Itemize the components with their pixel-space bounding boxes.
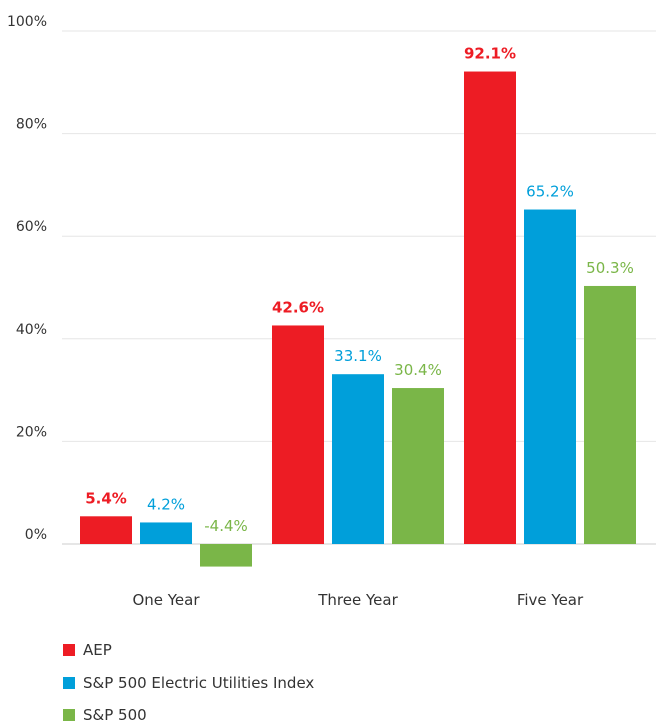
- y-tick-label: 80%: [16, 117, 47, 133]
- bar-2-2: [584, 285, 636, 544]
- data-labels: 5.4% 42.6% 92.1% 4.2% 33.1% 65.2% -4.4% 30.4% 50…: [85, 45, 634, 535]
- bar-0-0: [80, 516, 132, 544]
- data-label: 4.2%: [147, 495, 185, 513]
- y-tick-label: 20%: [16, 424, 47, 440]
- data-label: 92.1%: [464, 45, 516, 63]
- data-label: -4.4%: [204, 517, 248, 535]
- y-axis-ticks: 0% 20% 40% 60% 80% 100%: [7, 14, 47, 543]
- bar-1-0: [140, 522, 192, 544]
- y-tick-label: 100%: [7, 14, 47, 30]
- data-label: 50.3%: [586, 259, 634, 277]
- y-tick-label: 60%: [16, 219, 47, 235]
- bar-1-2: [524, 209, 576, 545]
- bar-2-1: [392, 388, 444, 544]
- data-label: 42.6%: [272, 298, 324, 316]
- data-label: 65.2%: [526, 183, 574, 201]
- legend-swatch: [63, 709, 75, 721]
- x-category-label: Five Year: [517, 591, 584, 609]
- x-category-label: One Year: [132, 591, 200, 609]
- x-axis-categories: One Year Three Year Five Year: [132, 591, 584, 609]
- y-tick-label: 0%: [25, 527, 47, 543]
- data-label: 33.1%: [334, 347, 382, 365]
- legend-label: S&P 500: [83, 706, 147, 722]
- x-category-label: Three Year: [317, 591, 398, 609]
- data-label: 5.4%: [85, 489, 127, 507]
- bar-1-1: [332, 374, 384, 544]
- legend-swatch: [63, 677, 75, 689]
- legend: AEP S&P 500 Electric Utilities Index S&P 5…: [63, 641, 314, 722]
- bar-2-0: [200, 544, 252, 567]
- bar-0-2: [464, 71, 516, 544]
- data-label: 30.4%: [394, 361, 442, 379]
- legend-label: AEP: [83, 641, 112, 659]
- legend-swatch: [63, 644, 75, 656]
- legend-label: S&P 500 Electric Utilities Index: [83, 674, 314, 692]
- bar-0-1: [272, 325, 324, 544]
- bars: [80, 71, 636, 567]
- y-tick-label: 40%: [16, 322, 47, 338]
